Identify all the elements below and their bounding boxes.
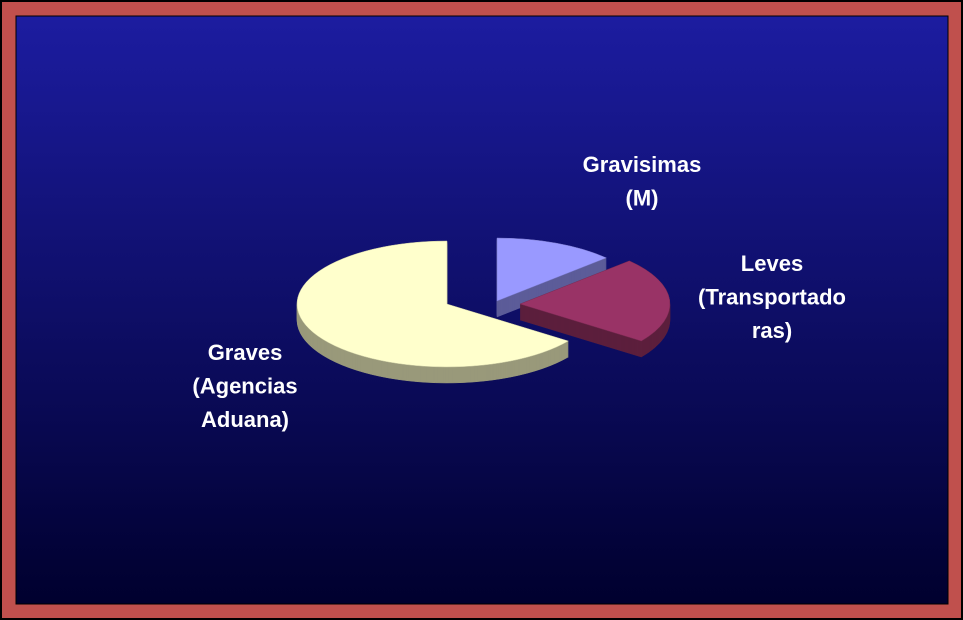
- slice-label: Leves: [741, 251, 803, 276]
- slice-label: (Agencias: [192, 373, 297, 398]
- plot-area: [15, 15, 949, 605]
- slice-label: Gravisimas: [583, 152, 702, 177]
- slice-label: (M): [626, 185, 659, 210]
- slice-label: Aduana): [201, 407, 289, 432]
- slice-label: ras): [752, 318, 792, 343]
- slice-label: (Transportado: [698, 284, 846, 309]
- pie-slice: [296, 240, 569, 368]
- pie-slice: [519, 260, 671, 342]
- pie-slice: [496, 237, 607, 302]
- slice-label: Graves: [208, 340, 283, 365]
